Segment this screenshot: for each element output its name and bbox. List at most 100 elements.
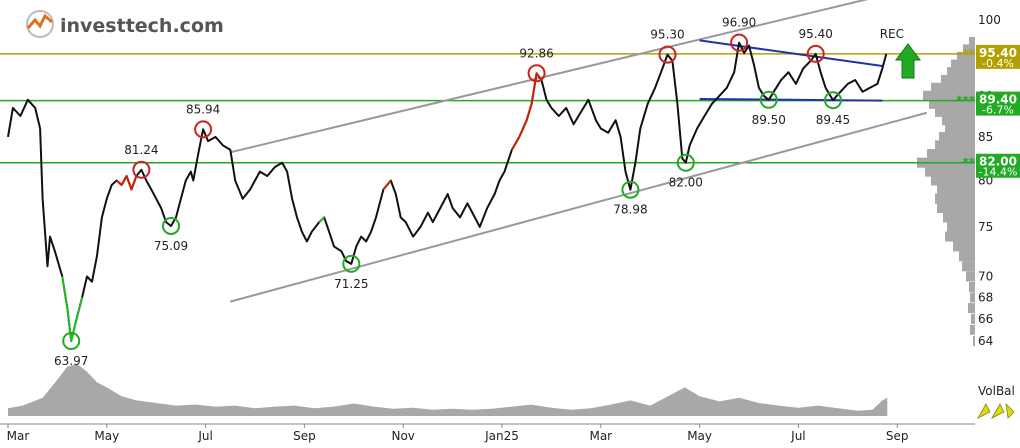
volume-profile-bar: [947, 67, 975, 78]
x-tick-label: Sep: [293, 429, 316, 443]
annotation-label: 85.94: [186, 102, 220, 116]
x-tick-label: Mar: [7, 429, 30, 443]
annotation-label: 82.00: [669, 176, 703, 190]
high-marker: [730, 33, 749, 52]
y-tick-label: 85: [978, 130, 993, 144]
volume-profile-bar: [962, 261, 975, 272]
x-tick-label: Sep: [886, 429, 909, 443]
price-box: [976, 153, 1020, 178]
price-segment: [318, 216, 325, 223]
signal-label: REC: [880, 27, 904, 41]
price-box-value: 89.40: [979, 93, 1017, 107]
volume-profile-bar: [969, 281, 975, 292]
price-segment: [116, 175, 138, 191]
annotation-label: 71.25: [334, 277, 368, 291]
channel-line: [230, 0, 869, 154]
low-marker: [621, 180, 640, 199]
volbal-arrows-icon: [976, 402, 1015, 419]
volume-profile-bar: [968, 303, 975, 314]
signal-up-arrow-icon: [895, 43, 921, 79]
low-marker: [342, 254, 361, 273]
volume-profile-bar: [923, 90, 975, 101]
price-boxes: ** 95.40-0.4% *** 89.40-6.7% ** 82.00-14.4%: [956, 44, 1020, 179]
price-segment: [511, 72, 543, 151]
volume-fill: [8, 364, 888, 416]
volume-profile-bar: [971, 313, 975, 324]
x-tick-label: Jul: [790, 429, 805, 443]
volume-profile-bar: [935, 193, 975, 204]
y-tick-label: 70: [978, 270, 993, 284]
price-box-change: -6.7%: [982, 104, 1014, 117]
annotation-label: 92.86: [519, 46, 553, 60]
annotation-label: 89.50: [752, 113, 786, 127]
y-tick-label: 64: [978, 334, 993, 348]
x-tick-label: Jan25: [484, 429, 519, 443]
volume-profile-bar: [959, 251, 975, 262]
price-box-stars: **: [962, 47, 975, 61]
x-tick-label: May: [94, 429, 119, 443]
high-marker: [194, 120, 213, 139]
price-box: [976, 91, 1020, 116]
trend-channel: [230, 0, 928, 303]
price-box-change: -14.4%: [979, 166, 1018, 179]
annotation-label: 89.45: [816, 113, 850, 127]
volume-profile-bar: [925, 166, 975, 177]
volume-profile-bar: [929, 98, 975, 109]
pattern-line: [699, 39, 883, 68]
volume-profile-bar: [927, 149, 975, 159]
annotation-label: 75.09: [154, 239, 188, 253]
volume-profile-bar: [945, 231, 975, 242]
volume-profile-bar: [937, 184, 975, 195]
price-series: [7, 41, 888, 342]
pattern-line: [699, 97, 883, 102]
annotation-label: 81.24: [124, 143, 158, 157]
low-marker: [823, 91, 842, 110]
volbal-indicator: VolBal: [976, 384, 1015, 419]
volume-profile-bar: [970, 292, 975, 303]
volume-profile-bar: [953, 241, 975, 252]
pattern-lines: [699, 39, 883, 102]
volume-profile-bar: [973, 336, 975, 346]
channel-line: [230, 111, 928, 303]
brand-logo: investtech.com: [26, 10, 224, 38]
price-box-value: 95.40: [979, 46, 1017, 60]
volume-profile-bar: [937, 203, 975, 213]
volume-profile-bar: [966, 271, 975, 282]
price-box-value: 82.00: [979, 155, 1017, 169]
price-line: [7, 41, 888, 342]
low-marker: [759, 90, 778, 109]
volume-profile-bar: [939, 131, 975, 142]
signal: REC: [880, 27, 921, 79]
logo-circle-icon: [26, 10, 54, 38]
volume-profile-bar: [957, 51, 975, 62]
high-marker: [658, 45, 677, 64]
volume-profile-bar: [935, 106, 975, 117]
price-box: [976, 44, 1020, 69]
volume-profile-bar: [942, 115, 975, 126]
y-tick-label: 75: [978, 220, 993, 234]
x-tick-label: May: [687, 429, 712, 443]
annotation-label: 63.97: [54, 354, 88, 368]
volume-profile-bar: [931, 175, 975, 186]
price-box-stars: **: [962, 156, 975, 170]
price-segment: [382, 179, 392, 191]
high-marker: [806, 44, 825, 63]
annotations: 63.97 81.24 75.09 85.94 71.25 92.86 78.98 95.30…: [54, 16, 850, 368]
high-marker: [132, 160, 151, 179]
y-tick-label: 100: [978, 13, 1001, 27]
x-tick-label: Jul: [197, 429, 212, 443]
volume-profile-bar: [945, 123, 975, 134]
low-marker: [162, 216, 181, 235]
x-tick-label: Nov: [391, 429, 414, 443]
annotation-label: 96.90: [722, 16, 756, 30]
high-marker: [527, 64, 546, 83]
low-marker: [676, 153, 695, 172]
brand-name: investtech.com: [60, 15, 224, 37]
x-axis: Mar May Jul Sep Nov Jan25 Mar May Jul Sep: [0, 423, 975, 443]
annotation-label: 95.40: [799, 27, 833, 41]
volume-profile-bar: [963, 44, 975, 55]
annotation-label: 78.98: [613, 203, 647, 217]
low-marker: [62, 332, 81, 350]
volume-profile-bar: [931, 82, 975, 93]
